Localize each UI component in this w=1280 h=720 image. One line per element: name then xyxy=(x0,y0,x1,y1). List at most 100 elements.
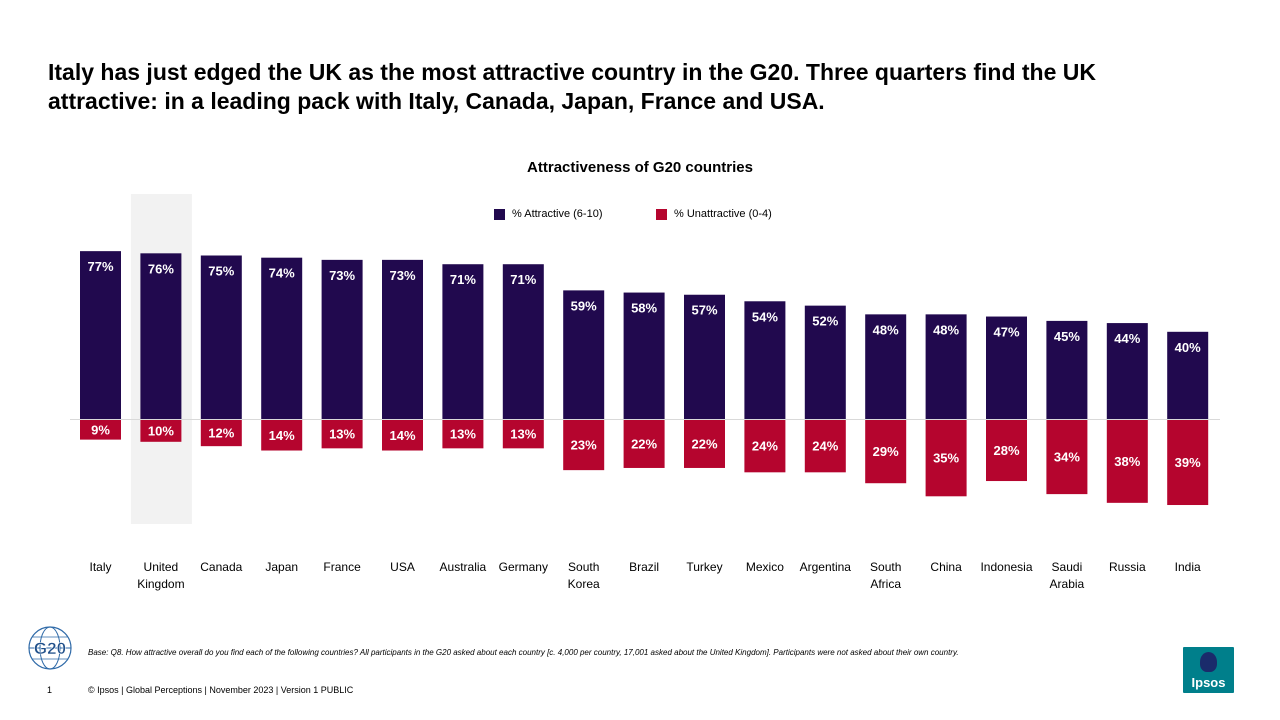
label-attractive-mexico: 54% xyxy=(752,309,778,324)
category-label-south-africa: South Africa xyxy=(870,560,901,591)
label-attractive-argentina: 52% xyxy=(812,314,838,329)
bar-unattractive-india xyxy=(1167,420,1209,506)
label-attractive-china: 48% xyxy=(933,322,959,337)
page-number: 1 xyxy=(47,685,53,695)
label-unattractive-mexico: 24% xyxy=(752,439,778,454)
bar-unattractive-france xyxy=(321,420,363,449)
legend-attractive: % Attractive (6-10) xyxy=(494,208,602,220)
category-label-mexico: Mexico xyxy=(746,560,784,574)
bar-attractive-australia xyxy=(442,264,484,419)
category-label-brazil: Brazil xyxy=(629,560,659,574)
bar-attractive-usa xyxy=(382,259,423,419)
bar-unattractive-germany xyxy=(502,420,544,449)
label-attractive-italy: 77% xyxy=(87,259,113,274)
category-label-argentina: Argentina xyxy=(800,560,852,574)
g20-logo: G20 xyxy=(28,626,72,670)
g20-logo-text: G20 xyxy=(34,639,66,658)
bar-unattractive-china xyxy=(925,420,967,497)
bar-attractive-argentina xyxy=(804,305,846,419)
label-attractive-australia: 71% xyxy=(450,272,476,287)
label-unattractive-france: 13% xyxy=(329,427,355,442)
category-label-france: France xyxy=(323,560,361,574)
legend-label-unattractive: % Unattractive (0-4) xyxy=(674,208,772,220)
category-label-canada: Canada xyxy=(200,560,242,574)
label-unattractive-japan: 14% xyxy=(269,428,295,443)
bar-unattractive-japan xyxy=(261,420,303,451)
bar-attractive-saudi-arabia xyxy=(1046,320,1088,419)
label-attractive-brazil: 58% xyxy=(631,301,657,316)
category-label-germany: Germany xyxy=(499,560,548,574)
label-unattractive-italy: 9% xyxy=(91,422,110,437)
headline-line-2: attractive: in a leading pack with Italy… xyxy=(48,88,825,114)
legend-label-attractive: % Attractive (6-10) xyxy=(512,208,603,220)
footnote: Base: Q8. How attractive overall do you … xyxy=(88,648,959,657)
label-attractive-united-kingdom: 76% xyxy=(148,261,174,276)
bar-unattractive-italy xyxy=(80,420,121,440)
bar-attractive-japan xyxy=(261,257,303,419)
label-unattractive-turkey: 22% xyxy=(691,436,717,451)
label-unattractive-south-africa: 29% xyxy=(873,444,899,459)
label-unattractive-indonesia: 28% xyxy=(993,443,1019,458)
label-unattractive-argentina: 24% xyxy=(812,439,838,454)
category-label-turkey: Turkey xyxy=(686,560,722,574)
label-unattractive-india: 39% xyxy=(1175,455,1201,470)
bar-unattractive-south-korea xyxy=(563,420,605,471)
bar-unattractive-saudi-arabia xyxy=(1046,420,1088,495)
bar-attractive-south-korea xyxy=(563,290,605,419)
category-label-south-korea: South Korea xyxy=(568,560,600,591)
category-label-italy: Italy xyxy=(89,560,111,574)
label-attractive-france: 73% xyxy=(329,268,355,283)
label-unattractive-united-kingdom: 10% xyxy=(148,423,174,438)
bar-attractive-brazil xyxy=(623,292,665,419)
bar-unattractive-south-africa xyxy=(865,420,907,484)
label-unattractive-australia: 13% xyxy=(450,427,476,442)
bar-attractive-canada xyxy=(200,255,242,419)
label-attractive-russia: 44% xyxy=(1114,331,1140,346)
bar-unattractive-indonesia xyxy=(986,420,1027,482)
label-unattractive-brazil: 22% xyxy=(631,436,657,451)
category-label-india: India xyxy=(1175,560,1201,574)
label-unattractive-russia: 38% xyxy=(1114,454,1140,469)
label-unattractive-saudi-arabia: 34% xyxy=(1054,450,1080,465)
label-unattractive-usa: 14% xyxy=(389,428,415,443)
bar-unattractive-usa xyxy=(382,420,423,451)
label-attractive-usa: 73% xyxy=(389,268,415,283)
bar-attractive-india xyxy=(1167,331,1209,419)
label-unattractive-china: 35% xyxy=(933,451,959,466)
category-label-australia: Australia xyxy=(440,560,487,574)
label-attractive-south-africa: 48% xyxy=(873,322,899,337)
label-unattractive-canada: 12% xyxy=(208,426,234,441)
legend-swatch-attractive xyxy=(494,208,505,220)
label-attractive-germany: 71% xyxy=(510,272,536,287)
bar-unattractive-russia xyxy=(1106,420,1148,503)
bar-unattractive-brazil xyxy=(623,420,665,468)
bar-unattractive-mexico xyxy=(744,420,786,473)
bar-attractive-germany xyxy=(502,264,544,419)
bar-attractive-turkey xyxy=(684,294,725,419)
bar-unattractive-argentina xyxy=(804,420,846,473)
bar-attractive-russia xyxy=(1106,323,1148,419)
bar-attractive-china xyxy=(925,314,967,419)
ipsos-logo-text: Ipsos xyxy=(1191,675,1226,690)
bar-attractive-united-kingdom xyxy=(140,253,182,419)
ipsos-logo: Ipsos xyxy=(1183,647,1234,693)
bar-attractive-mexico xyxy=(744,301,786,419)
category-label-china: China xyxy=(930,560,962,574)
bar-unattractive-united-kingdom xyxy=(140,420,182,442)
copyright: © Ipsos | Global Perceptions | November … xyxy=(88,685,354,695)
label-unattractive-germany: 13% xyxy=(510,427,536,442)
headline-line-1: Italy has just edged the UK as the most … xyxy=(48,59,1097,85)
bar-unattractive-canada xyxy=(200,420,242,447)
ipsos-logo-mark xyxy=(1200,652,1217,672)
category-label-saudi-arabia: Saudi Arabia xyxy=(1050,560,1085,591)
bar-attractive-south-africa xyxy=(865,314,907,419)
category-label-japan: Japan xyxy=(265,560,298,574)
bar-attractive-italy xyxy=(80,251,121,419)
label-attractive-south-korea: 59% xyxy=(571,298,597,313)
bar-attractive-france xyxy=(321,259,363,419)
bar-attractive-indonesia xyxy=(986,316,1027,419)
headline: Italy has just edged the UK as the most … xyxy=(48,58,1228,116)
chart-title: Attractiveness of G20 countries xyxy=(527,159,753,176)
label-attractive-india: 40% xyxy=(1175,340,1201,355)
legend-swatch-unattractive xyxy=(656,208,667,220)
